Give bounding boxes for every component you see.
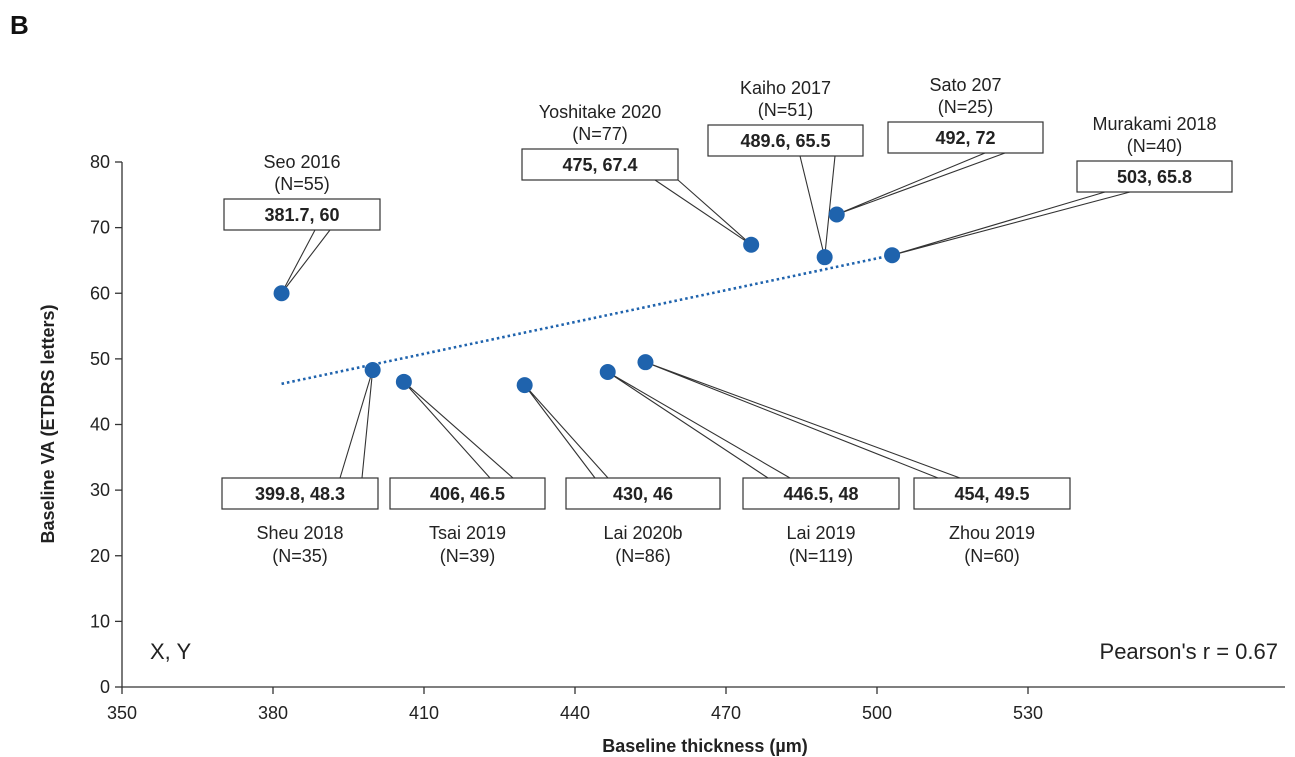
callout-4: 446.5, 48 Lai 2019 (N=119) — [607, 371, 900, 566]
study-n: (N=77) — [572, 124, 628, 144]
callout-box — [707, 124, 864, 157]
callout-5: 454, 49.5 Zhou 2019 (N=60) — [645, 361, 1071, 566]
callout-box — [1076, 160, 1233, 193]
data-point — [364, 362, 381, 379]
study-name: Tsai 2019 — [429, 523, 506, 543]
study-n: (N=35) — [272, 546, 328, 566]
callout-box — [221, 477, 379, 510]
y-tick-label: 80 — [90, 152, 110, 172]
point-value-label: 454, 49.5 — [954, 484, 1029, 504]
data-point — [743, 236, 760, 253]
corner-label: X, Y — [150, 639, 192, 664]
callout-pointer — [645, 361, 961, 479]
study-n: (N=51) — [758, 100, 814, 120]
y-tick-label: 10 — [90, 611, 110, 631]
x-tick-label: 410 — [409, 703, 439, 723]
callout-2: 406, 46.5 Tsai 2019 (N=39) — [389, 381, 546, 566]
callout-7: 489.6, 65.5 Kaiho 2017(N=51) — [707, 78, 864, 258]
callout-box — [913, 477, 1071, 510]
data-point — [816, 249, 833, 266]
callout-6: 475, 67.4 Yoshitake 2020(N=77) — [521, 102, 752, 246]
study-name: Yoshitake 2020 — [539, 102, 661, 122]
callout-pointer — [654, 179, 752, 246]
data-point — [599, 364, 616, 380]
y-tick-label: 0 — [100, 677, 110, 697]
point-value-label: 489.6, 65.5 — [740, 131, 830, 151]
study-n: (N=86) — [615, 546, 671, 566]
callout-box — [565, 477, 721, 510]
callout-pointer — [836, 152, 1006, 216]
y-tick-label: 50 — [90, 349, 110, 369]
study-name: Murakami 2018 — [1092, 114, 1216, 134]
callout-box — [389, 477, 546, 510]
study-n: (N=55) — [274, 174, 330, 194]
callouts: 381.7, 60 Seo 2016(N=55) 399.8, 48.3 Sheu 2… — [221, 75, 1233, 566]
point-value-label: 492, 72 — [935, 128, 995, 148]
study-name: Kaiho 2017 — [740, 78, 831, 98]
study-name: Lai 2020b — [603, 523, 682, 543]
callout-box — [223, 198, 381, 231]
y-tick-label: 60 — [90, 283, 110, 303]
callout-pointer — [403, 381, 514, 479]
callout-3: 430, 46 Lai 2020b (N=86) — [524, 384, 721, 566]
callout-pointer — [799, 155, 836, 258]
point-value-label: 399.8, 48.3 — [255, 484, 345, 504]
point-value-label: 503, 65.8 — [1117, 167, 1192, 187]
x-tick-label: 530 — [1013, 703, 1043, 723]
data-point — [884, 247, 901, 264]
data-point — [637, 354, 654, 371]
y-tick-label: 30 — [90, 480, 110, 500]
study-name: Sato 207 — [929, 75, 1001, 95]
y-tick-label: 40 — [90, 415, 110, 435]
study-n: (N=60) — [964, 546, 1020, 566]
callout-9: 503, 65.8 Murakami 2018(N=40) — [891, 114, 1233, 256]
study-name: Seo 2016 — [263, 152, 340, 172]
callout-pointer — [339, 369, 374, 479]
data-point — [273, 285, 290, 302]
correlation-label: Pearson's r = 0.67 — [1100, 639, 1278, 664]
data-point — [516, 377, 533, 394]
point-value-label: 475, 67.4 — [562, 155, 637, 175]
callout-0: 381.7, 60 Seo 2016(N=55) — [223, 152, 381, 294]
axes: 350 380 410 440 470 500 530 0 10 20 30 40 50 60 70 80 — [90, 152, 1285, 723]
point-value-label: 446.5, 48 — [783, 484, 858, 504]
point-value-label: 381.7, 60 — [264, 205, 339, 225]
y-tick-label: 70 — [90, 218, 110, 238]
study-n: (N=40) — [1127, 136, 1183, 156]
point-value-label: 430, 46 — [613, 484, 673, 504]
study-name: Sheu 2018 — [256, 523, 343, 543]
callout-box — [742, 477, 900, 510]
callout-pointer — [607, 371, 791, 479]
point-value-label: 406, 46.5 — [430, 484, 505, 504]
points — [273, 206, 901, 394]
data-point — [395, 373, 412, 390]
callout-box — [887, 121, 1044, 154]
data-point — [828, 206, 845, 223]
callout-pointer — [524, 384, 609, 479]
callout-8: 492, 72 Sato 207(N=25) — [836, 75, 1044, 216]
x-tick-label: 500 — [862, 703, 892, 723]
y-tick-label: 20 — [90, 546, 110, 566]
study-name: Lai 2019 — [786, 523, 855, 543]
callout-box — [521, 148, 679, 181]
callout-pointer — [281, 229, 331, 294]
x-tick-label: 350 — [107, 703, 137, 723]
callout-pointer — [891, 191, 1131, 256]
study-n: (N=25) — [938, 97, 994, 117]
x-tick-label: 470 — [711, 703, 741, 723]
x-tick-label: 440 — [560, 703, 590, 723]
x-tick-label: 380 — [258, 703, 288, 723]
x-axis-title: Baseline thickness (µm) — [602, 736, 807, 756]
panel-label: B — [10, 10, 29, 40]
study-n: (N=119) — [789, 546, 853, 566]
callout-1: 399.8, 48.3 Sheu 2018 (N=35) — [221, 369, 379, 566]
study-n: (N=39) — [440, 546, 496, 566]
y-axis-title: Baseline VA (ETDRS letters) — [38, 304, 58, 543]
study-name: Zhou 2019 — [949, 523, 1035, 543]
